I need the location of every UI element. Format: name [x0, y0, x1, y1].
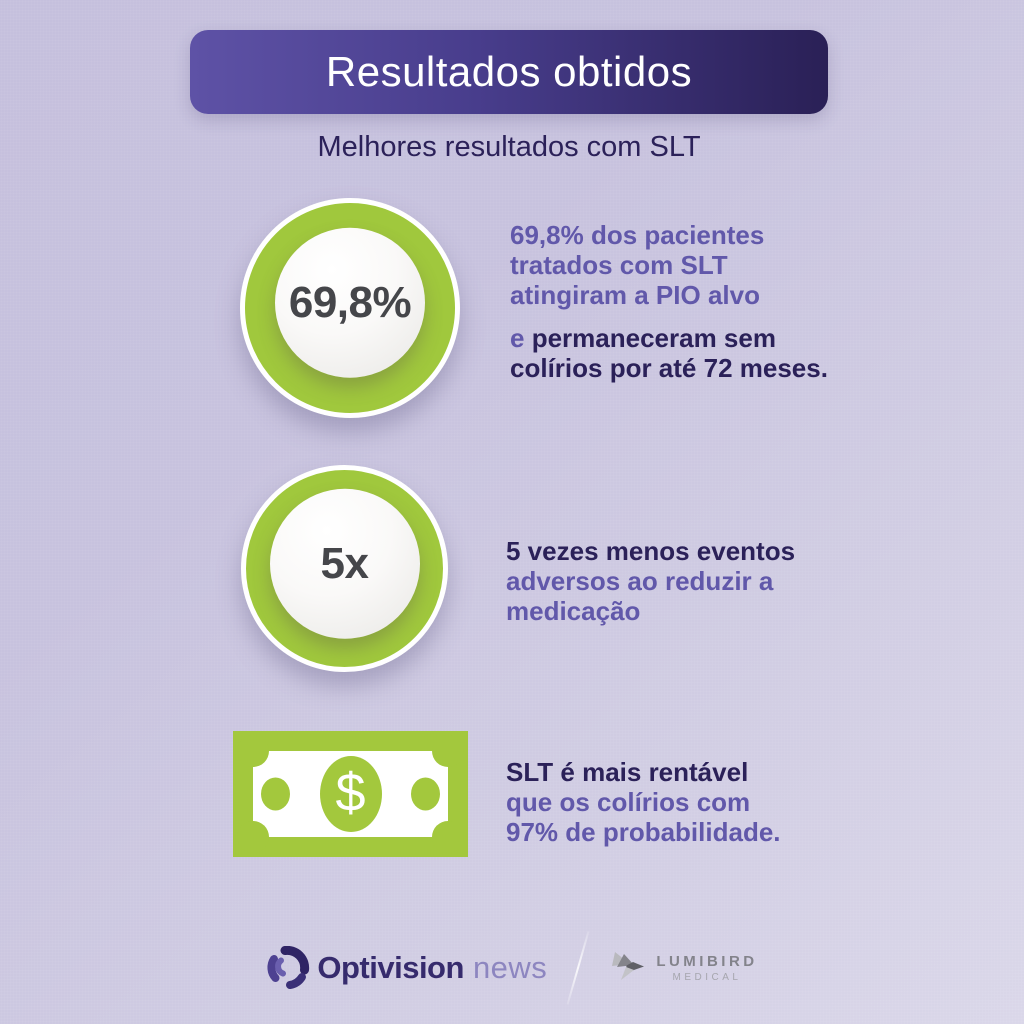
banknote-corner-notch — [432, 821, 464, 853]
stat3-line1: SLT é mais rentável — [506, 757, 749, 787]
stat-badge-value: 5x — [320, 538, 369, 588]
brand-suffix: news — [472, 950, 548, 985]
stat3-line2: que os colírios com — [506, 787, 751, 817]
dollar-sign-icon: $ — [319, 756, 382, 832]
stat1-line2: tratados com SLT — [510, 250, 728, 280]
stat1-line3: atingiram a PIO alvo — [510, 280, 760, 310]
hummingbird-icon — [612, 952, 645, 980]
banknote-corner-notch — [237, 821, 269, 853]
page-title: Resultados obtidos — [325, 48, 693, 95]
footer-divider — [566, 931, 590, 1005]
stat3-line3: 97% de probabilidade. — [506, 817, 781, 847]
lumibird-logo: LUMIBIRD MEDICAL — [609, 949, 757, 987]
brand-name: Optivision — [317, 950, 464, 985]
optivision-swirl-icon — [267, 946, 310, 989]
page-subtitle: Melhores resultados com SLT — [317, 131, 701, 163]
stat-badge-value: 69,8% — [288, 277, 412, 327]
banknote-dot — [261, 777, 290, 811]
stat1-line5: colírios por até 72 meses. — [510, 353, 828, 383]
banknote-icon: $ — [233, 731, 468, 857]
stat2-line3: medicação — [506, 596, 641, 626]
title-banner: Resultados obtidos — [190, 30, 828, 114]
stat-text-block-3: SLT é mais rentável que os colírios com … — [506, 757, 781, 847]
stat2-line2: adversos ao reduzir a — [506, 566, 774, 596]
circle-badge-icon: 5x — [269, 488, 420, 639]
banknote-corner-notch — [432, 735, 464, 767]
stat-text-block-2: 5 vezes menos eventos adversos ao reduzi… — [506, 536, 795, 626]
stat2-line1: 5 vezes menos eventos — [506, 536, 796, 566]
stat-circle-69-8-percent: 69,8% — [240, 198, 460, 418]
banknote-corner-notch — [237, 735, 269, 767]
stat-circle-5x: 5x — [241, 465, 448, 672]
circle-badge-icon: 69,8% — [275, 227, 425, 378]
partner-name: LUMIBIRD — [656, 953, 758, 970]
footer-logos: Optivision news LUMIBIRD MEDICAL — [0, 928, 1024, 1008]
stat1-line1: 69,8% dos pacientes — [510, 220, 765, 250]
stat1-line4: e permaneceram sem — [510, 323, 776, 353]
banknote-dot — [411, 777, 440, 811]
partner-subtitle: MEDICAL — [672, 972, 742, 983]
optivision-logo: Optivision news — [266, 946, 547, 990]
stat-text-block-1: 69,8% dos pacientes tratados com SLT ati… — [510, 220, 828, 383]
